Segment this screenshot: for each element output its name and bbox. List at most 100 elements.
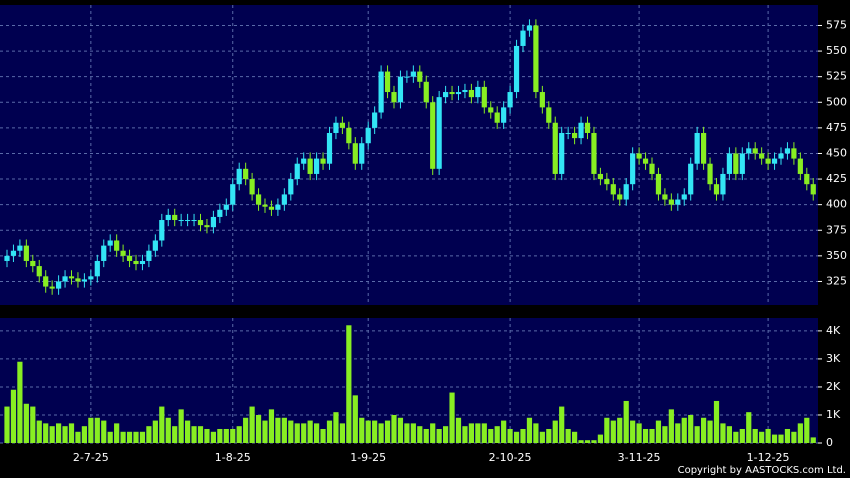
- volume-bar: [294, 423, 300, 443]
- volume-bar: [791, 431, 797, 443]
- candle-body: [10, 250, 17, 256]
- volume-bar: [126, 431, 133, 443]
- volume-bar: [597, 434, 603, 443]
- y-tick-label: 375: [826, 223, 847, 236]
- volume-bar: [120, 431, 126, 443]
- candle-body: [494, 112, 500, 123]
- volume-bar: [359, 417, 365, 443]
- candle-body: [43, 276, 49, 287]
- volume-bar: [636, 423, 642, 443]
- candle-body: [372, 112, 378, 128]
- volume-bar: [404, 423, 410, 443]
- candle-body: [520, 30, 526, 46]
- candle-body: [597, 173, 603, 180]
- candle-body: [404, 76, 410, 78]
- volume-bar: [765, 428, 771, 443]
- candle-body: [107, 240, 113, 246]
- volume-bar: [513, 431, 520, 443]
- candle-body: [249, 179, 255, 195]
- copyright: Copyright by AASTOCKS.com Ltd.: [678, 465, 846, 476]
- volume-bar: [572, 431, 578, 443]
- volume-bar: [591, 440, 597, 443]
- volume-bar: [475, 423, 481, 443]
- volume-bar: [649, 428, 655, 443]
- candle-body: [191, 220, 197, 222]
- candle-body: [114, 240, 120, 251]
- volume-bar: [797, 423, 803, 443]
- volume-bar: [255, 414, 262, 443]
- volume-bar: [159, 406, 165, 443]
- candle-body: [778, 153, 784, 159]
- candle-body: [204, 225, 210, 228]
- volume-bar: [4, 406, 10, 443]
- candle-body: [668, 199, 674, 205]
- volume-bar: [88, 417, 94, 443]
- y-tick-label: 500: [826, 95, 847, 108]
- volume-bar: [146, 426, 152, 443]
- volume-bar: [565, 428, 571, 443]
- volume-bar: [759, 431, 765, 443]
- volume-bar: [236, 426, 242, 443]
- volume-bar: [365, 420, 371, 443]
- candle-body: [56, 281, 62, 289]
- candle-body: [746, 148, 752, 154]
- volume-bar: [301, 423, 307, 443]
- volume-bar: [604, 417, 610, 443]
- candle-body: [423, 81, 429, 103]
- candle-body: [488, 107, 494, 113]
- candle-body: [294, 163, 300, 180]
- volume-bar: [107, 431, 113, 443]
- volume-bar: [75, 431, 81, 443]
- candle-body: [662, 194, 668, 200]
- candle-body: [236, 168, 242, 185]
- y-tick-label: 425: [826, 172, 847, 185]
- volume-bar: [81, 426, 87, 443]
- volume-bar: [481, 423, 487, 443]
- volume-bar: [223, 428, 229, 443]
- candle-body: [275, 204, 281, 210]
- volume-bar: [36, 420, 42, 443]
- volume-bar: [94, 417, 100, 443]
- candle-body: [649, 163, 655, 174]
- candle-body: [49, 286, 55, 289]
- volume-bar: [494, 426, 500, 443]
- volume-bar: [275, 417, 281, 443]
- y-tick-label: 0: [826, 436, 833, 449]
- volume-bar: [526, 417, 533, 443]
- volume-bar: [307, 420, 313, 443]
- candle-body: [217, 209, 223, 217]
- volume-bar: [430, 423, 436, 443]
- volume-bar: [56, 423, 62, 443]
- candle-body: [636, 153, 642, 159]
- candle-body: [17, 245, 23, 251]
- candle-body: [707, 163, 713, 185]
- candle-body: [23, 245, 29, 261]
- candle-body: [126, 255, 133, 261]
- volume-bar: [778, 434, 784, 443]
- candle-body: [320, 158, 326, 164]
- volume-bar: [372, 420, 378, 443]
- candle-body: [533, 25, 539, 93]
- candle-body: [539, 92, 545, 108]
- candle-body: [501, 107, 507, 123]
- candle-body: [172, 214, 178, 221]
- candle-body: [694, 132, 700, 164]
- candle-body: [443, 92, 449, 98]
- volume-bar: [346, 325, 352, 443]
- candle-body: [210, 216, 216, 228]
- volume-bar: [701, 417, 707, 443]
- candle-body: [101, 245, 107, 261]
- volume-bar: [675, 423, 681, 443]
- volume-bar: [488, 428, 494, 443]
- volume-bar: [314, 423, 320, 443]
- candle-body: [565, 132, 571, 134]
- volume-bar: [204, 428, 210, 443]
- candle-body: [720, 173, 726, 195]
- volume-bar: [436, 428, 442, 443]
- volume-bar: [539, 431, 545, 443]
- volume-bar: [165, 417, 171, 443]
- volume-bar: [707, 420, 713, 443]
- volume-bar: [694, 426, 700, 443]
- candle-body: [759, 153, 765, 159]
- candle-body: [365, 127, 371, 144]
